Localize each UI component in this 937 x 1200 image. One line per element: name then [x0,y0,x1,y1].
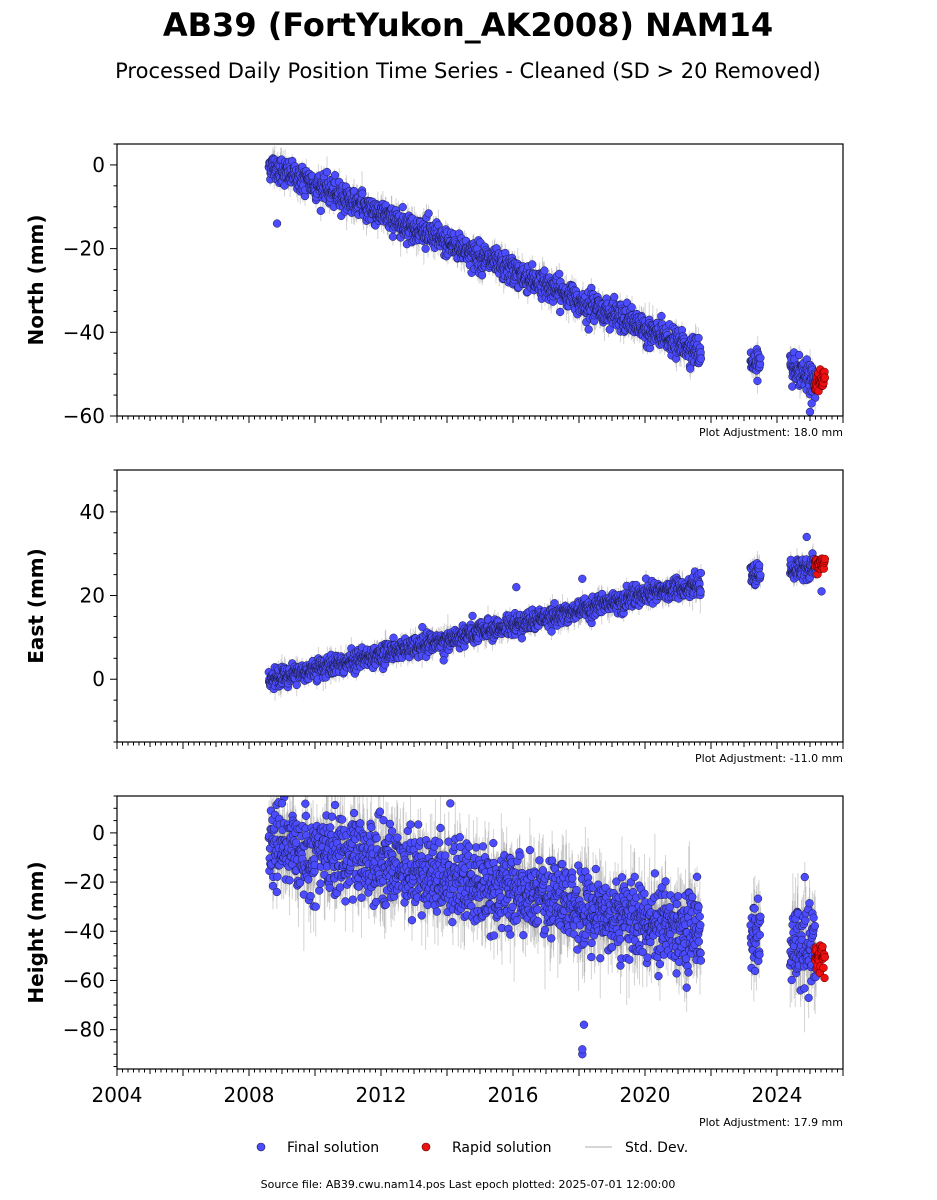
chart-subtitle: Processed Daily Position Time Series - C… [115,59,821,83]
final-point [330,171,340,180]
final-point [316,206,325,216]
panel-north: 0 −20 −40 −60 North (mm) Plot Adjustment: 18.… [24,143,844,439]
final-point [556,307,565,317]
final-point [686,364,695,373]
final-point [398,202,407,212]
y-tick-label: 0 [92,153,105,177]
final-point [477,271,487,280]
final-point [584,325,593,334]
y-axis-label: North (mm) [24,214,48,345]
final-point [610,292,619,302]
y-tick-label: −20 [63,237,105,261]
rapid-points-north [810,365,829,396]
final-point [322,167,332,177]
plot-adjustment-label: Plot Adjustment: 18.0 mm [699,426,843,439]
y-tick-label: −60 [63,404,105,428]
final-point [756,353,765,363]
rapid-point [820,373,829,382]
final-point-outlier [805,407,815,416]
final-point [794,350,804,360]
final-points-north [264,154,821,416]
y-tick-label: −40 [63,320,105,344]
final-point [540,266,549,275]
final-point [627,303,636,312]
final-point [657,311,666,321]
final-point-outlier [807,399,816,408]
axes-frame-north [116,143,844,417]
final-points-east [264,532,826,694]
final-point [694,333,703,343]
final-point [753,376,762,386]
final-point [421,244,430,253]
final-point [788,382,797,391]
final-point [696,354,706,363]
final-point [555,269,564,279]
final-point [424,209,433,218]
final-point [388,232,398,241]
final-point [528,260,537,269]
data-layer-east [264,532,829,701]
panels-group: 0 −20 −40 −60 North (mm) Plot Adjustment: 18.… [24,143,844,1129]
final-point [358,189,367,198]
chart-title: AB39 (FortYukon_AK2008) NAM14 [163,6,773,44]
data-layer-north [264,145,829,416]
final-point-outlier [272,219,282,228]
